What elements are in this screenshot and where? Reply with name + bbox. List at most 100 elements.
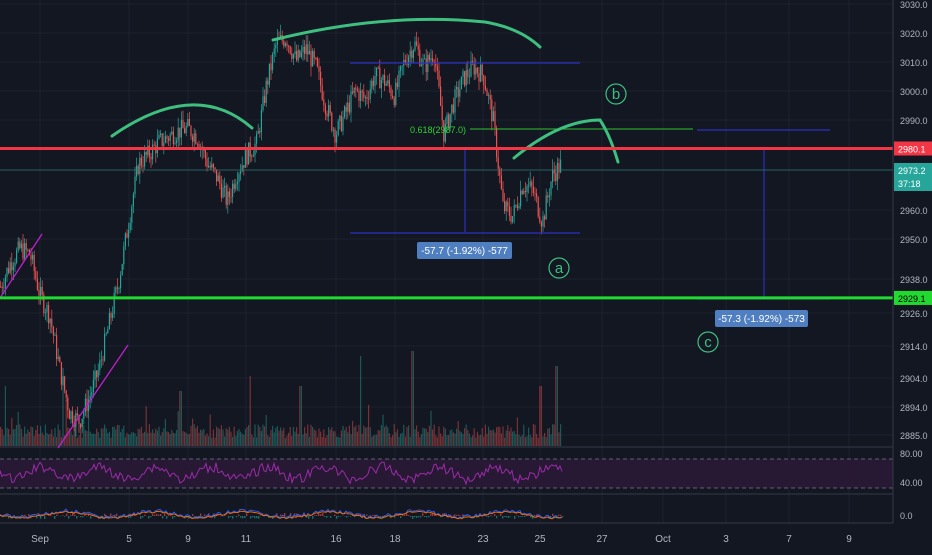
volume-bar xyxy=(432,429,433,446)
candle-body xyxy=(120,275,121,288)
macd-histogram-bar xyxy=(172,516,173,519)
candle-body xyxy=(323,99,324,104)
volume-bar xyxy=(488,427,489,446)
candle-body xyxy=(59,357,60,362)
volume-bar xyxy=(549,428,550,446)
candle-body xyxy=(133,194,134,207)
macd-histogram-bar xyxy=(24,515,25,516)
volume-bar xyxy=(166,431,167,446)
macd-histogram-bar xyxy=(258,516,259,519)
candle-body xyxy=(294,51,295,54)
candle-body xyxy=(341,116,342,131)
macd-histogram-bar xyxy=(70,515,71,516)
macd-histogram-bar xyxy=(110,513,111,516)
volume-bar xyxy=(381,425,382,446)
macd-histogram-bar xyxy=(232,516,233,519)
candle-body xyxy=(219,175,220,183)
candle-body xyxy=(466,70,467,86)
candle-body xyxy=(166,136,167,138)
candle-body xyxy=(251,156,252,157)
macd-histogram-bar xyxy=(104,514,105,516)
candle-body xyxy=(376,68,377,77)
macd-histogram-bar xyxy=(130,516,131,518)
candle-body xyxy=(131,207,132,223)
volume-bar xyxy=(438,426,439,446)
volume-bar xyxy=(299,386,300,446)
macd-histogram-bar xyxy=(408,515,409,516)
volume-bar xyxy=(211,438,212,446)
volume-bar xyxy=(126,433,127,446)
volume-bar xyxy=(547,429,548,446)
volume-bar xyxy=(531,437,532,446)
volume-bar xyxy=(96,429,97,446)
candle-body xyxy=(134,177,135,195)
volume-bar xyxy=(430,411,431,446)
macd-histogram-bar xyxy=(148,516,149,518)
candle-body xyxy=(346,107,347,112)
candle-body xyxy=(526,186,527,192)
volume-bar xyxy=(248,425,249,446)
volume-bar xyxy=(542,436,543,446)
volume-bar xyxy=(475,438,476,446)
candle-body xyxy=(531,182,532,187)
candle-body xyxy=(146,152,147,155)
macd-histogram-bar xyxy=(174,516,175,517)
candle-body xyxy=(454,89,455,112)
volume-bar xyxy=(258,425,259,446)
candle-body xyxy=(426,58,427,72)
volume-bar xyxy=(341,431,342,446)
macd-histogram-bar xyxy=(530,516,531,517)
candle-body xyxy=(48,305,49,323)
macd-histogram-bar xyxy=(490,515,491,516)
macd-histogram-bar xyxy=(562,516,563,517)
macd-histogram-bar xyxy=(494,514,495,516)
candle-body xyxy=(270,64,271,70)
volume-bar xyxy=(328,427,329,446)
volume-bar xyxy=(480,435,481,446)
candle-body xyxy=(317,58,318,66)
volume-bar xyxy=(509,431,510,446)
candle-body xyxy=(174,143,175,144)
macd-histogram-bar xyxy=(54,516,55,519)
time-tick-label: 11 xyxy=(241,534,252,545)
candle-body xyxy=(46,305,47,312)
candle-body xyxy=(301,52,302,57)
volume-bar xyxy=(494,432,495,446)
candle-body xyxy=(101,360,102,361)
volume-bar xyxy=(280,427,281,446)
volume-bar xyxy=(514,431,515,446)
volume-bar xyxy=(493,430,494,446)
volume-bar xyxy=(122,429,123,446)
volume-bar xyxy=(510,428,511,446)
volume-bar xyxy=(134,433,135,446)
volume-bar xyxy=(506,430,507,446)
volume-bar xyxy=(11,418,12,446)
volume-bar xyxy=(426,429,427,446)
volume-bar xyxy=(214,437,215,446)
volume-bar xyxy=(168,432,169,446)
macd-histogram-bar xyxy=(508,516,509,518)
volume-bar xyxy=(446,435,447,446)
candle-body xyxy=(286,43,287,46)
volume-bar xyxy=(307,424,308,446)
candle-body xyxy=(189,119,190,126)
macd-histogram-bar xyxy=(194,516,195,517)
volume-bar xyxy=(365,428,366,446)
volume-bar xyxy=(235,436,236,446)
macd-histogram-bar xyxy=(158,515,159,516)
volume-bar xyxy=(194,424,195,446)
volume-bar xyxy=(160,436,161,446)
volume-bar xyxy=(443,427,444,446)
volume-bar xyxy=(6,428,7,446)
volume-bar xyxy=(51,430,52,446)
candle-body xyxy=(45,312,46,313)
candle-body xyxy=(75,413,76,427)
candle-body xyxy=(429,55,430,60)
candle-body xyxy=(557,163,558,181)
macd-histogram-bar xyxy=(74,515,75,516)
volume-bar xyxy=(198,433,199,446)
candle-body xyxy=(373,81,374,86)
volume-bar xyxy=(251,434,252,446)
